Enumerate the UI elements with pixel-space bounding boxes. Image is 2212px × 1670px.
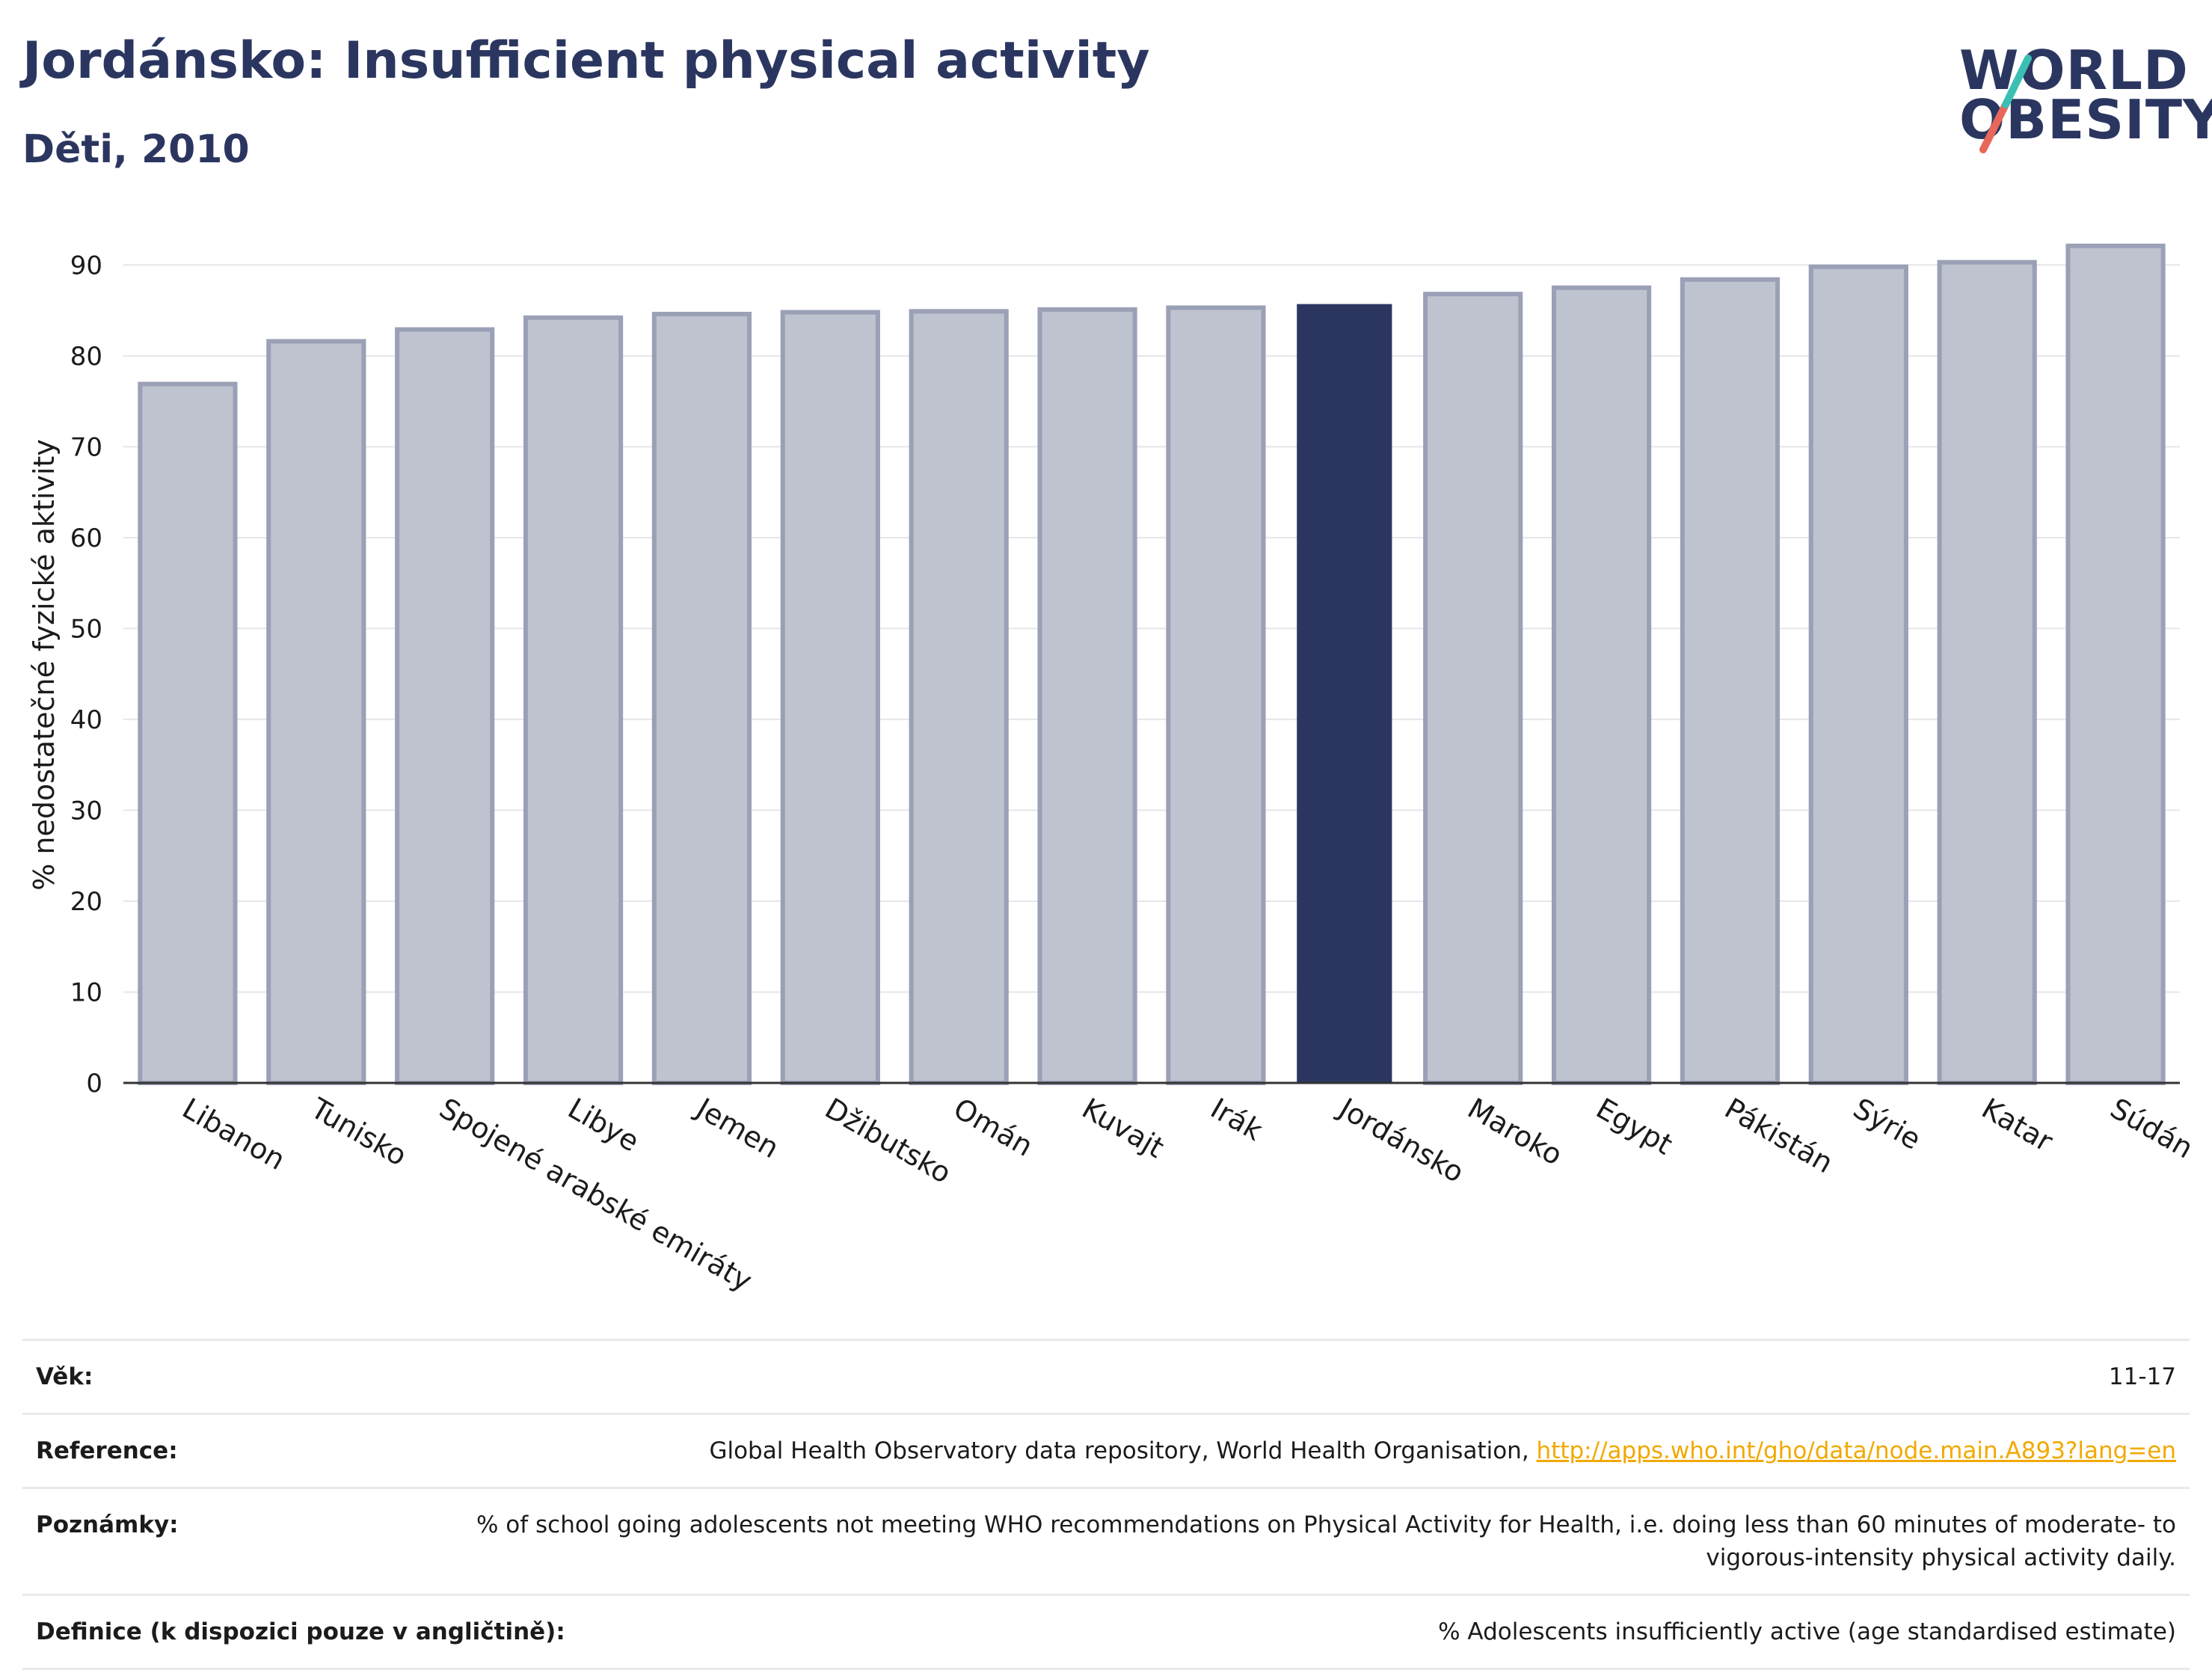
bar: [266, 339, 366, 1085]
bar: [780, 310, 880, 1086]
y-tick-label: 20: [70, 887, 102, 917]
notes-value: % of school going adolescents not meetin…: [476, 1511, 2176, 1571]
bar: [1680, 277, 1781, 1086]
reference-value: Global Health Observatory data repositor…: [709, 1434, 2176, 1467]
x-tick-label: Sýrie: [1848, 1092, 1926, 1156]
x-tick-label: Maroko: [1462, 1092, 1568, 1172]
y-tick-label: 0: [86, 1069, 102, 1099]
world-obesity-logo: WORLD OBESITY: [1959, 30, 2212, 157]
reference-label: Reference:: [36, 1437, 178, 1464]
definition-value: % Adolescents insufficiently active (age…: [1438, 1618, 2176, 1645]
bar: [651, 311, 752, 1085]
bar: [1166, 305, 1266, 1086]
bar: [1937, 260, 2037, 1086]
logo-slash-icon: [1979, 55, 2032, 153]
page-title: Jordánsko: Insufficient physical activit…: [22, 31, 1150, 90]
logo-text-line1: WORLD: [1959, 39, 2189, 102]
bar: [138, 381, 238, 1086]
y-tick-label: 60: [70, 524, 102, 553]
meta-row-age: Věk: 11-17: [22, 1339, 2190, 1413]
bar: [909, 309, 1009, 1086]
x-tick-label: Omán: [948, 1092, 1039, 1163]
bar: [523, 315, 624, 1086]
x-tick-label: Egypt: [1591, 1092, 1678, 1161]
x-tick-label: Tunisko: [304, 1091, 412, 1173]
x-tick-label: Libye: [562, 1092, 645, 1158]
bar: [395, 327, 495, 1085]
bar-chart: 0 10 20 30 40 50 60 70 80 90 % nedostatečné fyzick…: [28, 243, 2199, 1298]
bar: [1297, 304, 1392, 1083]
x-tick-label: Pákistán: [1719, 1092, 1839, 1180]
x-tick-label: Katar: [1976, 1092, 2059, 1158]
bar: [2065, 243, 2166, 1085]
reference-text: Global Health Observatory data repositor…: [709, 1437, 1529, 1464]
meta-row-definition: Definice (k dispozici pouze v angličtině…: [22, 1594, 2190, 1670]
y-tick-label: 70: [70, 432, 102, 462]
bar: [1037, 307, 1137, 1086]
y-tick-label: 80: [70, 342, 102, 372]
x-tick-label: Libanon: [176, 1092, 290, 1176]
metadata-table: Věk: 11-17 Reference: Global Health Obse…: [22, 1339, 2190, 1670]
bar: [1423, 292, 1523, 1086]
y-tick-label: 90: [70, 251, 102, 280]
y-tick-label: 40: [70, 705, 102, 735]
page-subtitle: Děti, 2010: [22, 127, 250, 172]
y-tick-label: 50: [70, 614, 102, 644]
x-tick-label: Džibutsko: [820, 1092, 957, 1190]
reference-link[interactable]: http://apps.who.int/gho/data/node.main.A…: [1536, 1437, 2176, 1464]
bar: [1808, 264, 1908, 1086]
definition-label: Definice (k dispozici pouze v angličtině…: [36, 1618, 565, 1645]
notes-label: Poznámky:: [36, 1511, 179, 1538]
x-tick-label: Kuvajt: [1077, 1092, 1170, 1164]
age-label: Věk:: [36, 1363, 93, 1390]
meta-row-notes: Poznámky: % of school going adolescents …: [22, 1487, 2190, 1594]
x-tick-label: Irák: [1205, 1092, 1268, 1147]
bar: [1551, 285, 1652, 1085]
meta-row-reference: Reference: Global Health Observatory dat…: [22, 1413, 2190, 1487]
y-tick-label: 10: [70, 977, 102, 1007]
x-tick-label: Jemen: [689, 1091, 784, 1165]
age-value: 11-17: [2108, 1363, 2176, 1390]
x-tick-label: Súdán: [2105, 1092, 2199, 1165]
y-axis-label: % nedostatečné fyzické aktivity: [28, 439, 61, 891]
x-tick-label: Jordánsko: [1333, 1091, 1470, 1189]
y-tick-label: 30: [70, 796, 102, 826]
